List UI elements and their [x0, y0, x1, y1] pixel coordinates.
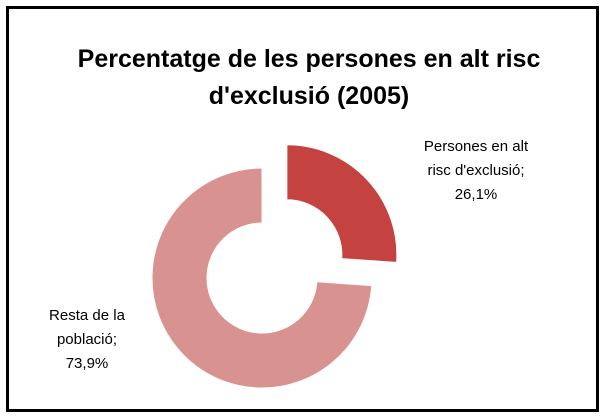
data-label-separator: ; — [520, 162, 525, 179]
data-label-value: 73,9% — [65, 355, 109, 372]
chart — [151, 144, 398, 389]
chart-frame: Percentatge de les persones en alt risc … — [6, 6, 599, 412]
data-label-category: Resta de la població — [49, 307, 125, 348]
doughnut-slice — [286, 144, 398, 263]
data-label: Resta de la població; 73,9% — [27, 304, 147, 376]
chart-title: Percentatge de les persones en alt risc … — [77, 45, 541, 110]
doughnut-slice — [151, 167, 373, 389]
data-label-category: Persones en alt risc d'exclusió — [423, 138, 529, 179]
data-label: Persones en alt risc d'exclusió; 26,1% — [421, 135, 531, 207]
data-label-value: 26,1% — [454, 186, 498, 203]
data-label-separator: ; — [112, 331, 118, 348]
